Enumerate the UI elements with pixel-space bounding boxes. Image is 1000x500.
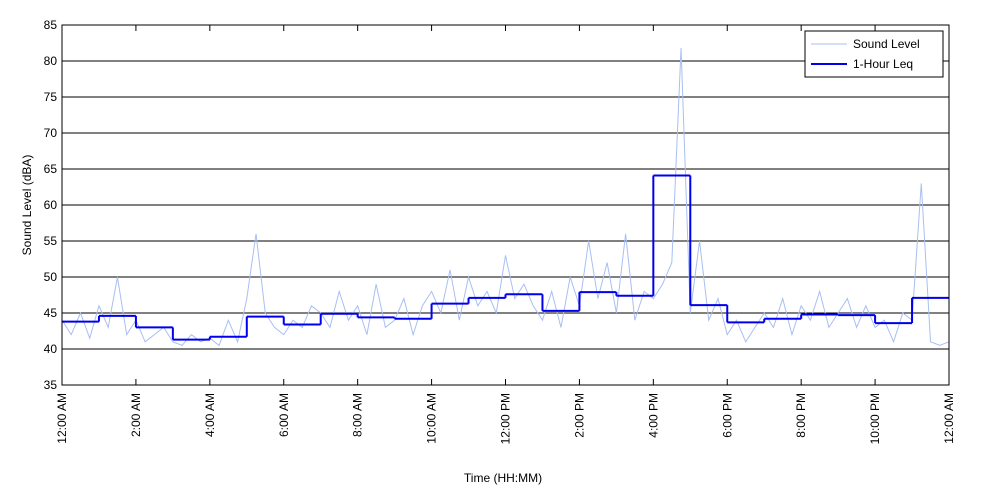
- legend-box: [804, 30, 944, 78]
- y-tick-label: 85: [44, 18, 58, 32]
- y-tick-label: 55: [44, 234, 58, 248]
- x-tick-label: 12:00 AM: [55, 393, 69, 444]
- legend-label: 1-Hour Leq: [853, 57, 913, 71]
- x-tick-label: 12:00 AM: [942, 393, 956, 444]
- x-axis-label: Time (HH:MM): [464, 471, 542, 485]
- y-tick-label: 60: [44, 198, 58, 212]
- x-tick-label: 8:00 PM: [794, 393, 808, 438]
- y-tick-label: 50: [44, 270, 58, 284]
- y-tick-label: 40: [44, 342, 58, 356]
- x-tick-label: 2:00 PM: [572, 393, 586, 438]
- y-tick-label: 80: [44, 54, 58, 68]
- x-tick-label: 12:00 PM: [499, 393, 513, 444]
- y-tick-label: 35: [44, 378, 58, 392]
- y-tick-label: 75: [44, 90, 58, 104]
- x-tick-label: 10:00 PM: [868, 393, 882, 444]
- x-tick-label: 2:00 AM: [129, 393, 143, 437]
- y-tick-label: 70: [44, 126, 58, 140]
- y-axis-label: Sound Level (dBA): [20, 155, 34, 256]
- x-tick-label: 4:00 PM: [646, 393, 660, 438]
- y-tick-label: 45: [44, 306, 58, 320]
- x-tick-label: 6:00 PM: [720, 393, 734, 438]
- x-tick-label: 8:00 AM: [351, 393, 365, 437]
- legend-label: Sound Level: [853, 37, 920, 51]
- y-tick-label: 65: [44, 162, 58, 176]
- plot-frame: [61, 24, 950, 386]
- x-tick-label: 10:00 AM: [425, 393, 439, 444]
- x-tick-label: 6:00 AM: [277, 393, 291, 437]
- x-tick-label: 4:00 AM: [203, 393, 217, 437]
